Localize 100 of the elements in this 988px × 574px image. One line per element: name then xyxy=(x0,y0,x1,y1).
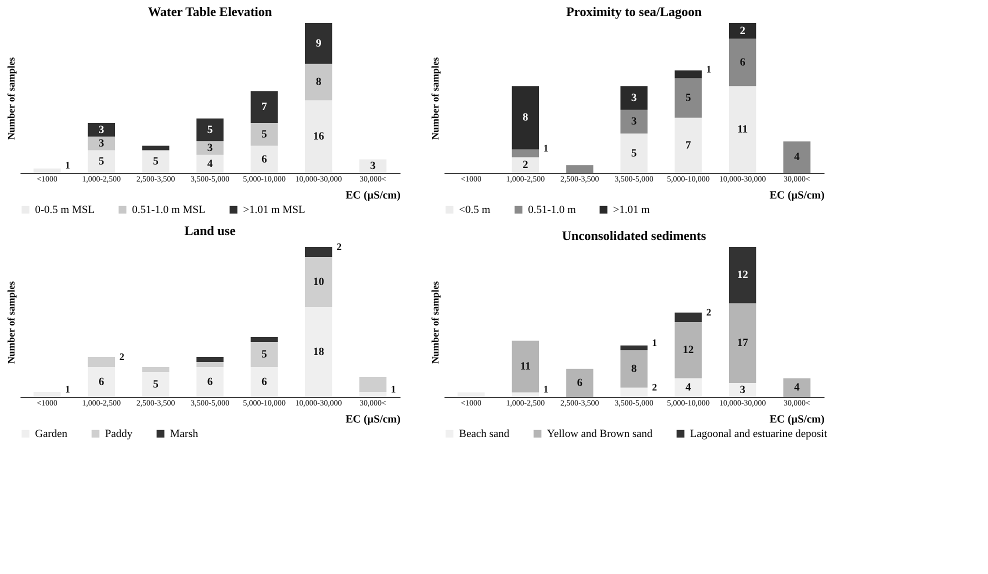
x-tick-label: 10,000-30,000 xyxy=(295,174,342,184)
bar xyxy=(620,134,648,173)
data-label: 5 xyxy=(152,378,159,390)
data-label: 1 xyxy=(390,384,396,396)
x-axis-title: EC (µS/cm) xyxy=(770,190,825,202)
bar xyxy=(142,150,170,173)
bar xyxy=(620,345,648,350)
data-label: 5 xyxy=(152,156,159,168)
data-label: 4 xyxy=(686,382,692,394)
data-label: 6 xyxy=(262,153,268,166)
data-label: 1 xyxy=(543,384,548,396)
bar xyxy=(88,367,115,397)
data-label: 8 xyxy=(316,76,322,88)
x-axis-title: EC (µS/cm) xyxy=(770,414,825,426)
x-tick-label: 2,500-3,500 xyxy=(560,398,600,408)
bar xyxy=(620,110,648,134)
x-tick-label: 30,000< xyxy=(784,174,811,184)
bar xyxy=(88,357,115,367)
bar xyxy=(566,368,594,397)
data-label: 3 xyxy=(631,92,638,104)
x-tick-label: 3,500-5,000 xyxy=(190,398,230,408)
data-label: 5 xyxy=(262,348,268,360)
legend-label: 0.51-1.0 m xyxy=(528,204,576,216)
x-tick-label: 1,000-2,500 xyxy=(506,398,545,408)
bar xyxy=(250,146,278,173)
data-label: 18 xyxy=(313,346,325,358)
x-tick-label: <1000 xyxy=(460,174,482,184)
data-label: 3 xyxy=(98,124,105,136)
data-label: 3 xyxy=(207,142,214,154)
bar xyxy=(512,86,539,150)
x-axis-title: EC (µS/cm) xyxy=(346,414,401,426)
legend-label: >1.01 m MSL xyxy=(243,204,306,216)
bar xyxy=(729,382,756,397)
bar xyxy=(142,146,170,150)
legend-label: Paddy xyxy=(105,428,133,440)
data-label: 5 xyxy=(98,156,105,168)
data-label: 6 xyxy=(740,56,746,68)
chart-title: Unconsolidated sediments xyxy=(562,228,706,243)
bar xyxy=(196,141,224,155)
bar xyxy=(196,357,224,362)
legend-label: Lagoonal and estuarine deposit xyxy=(690,428,828,440)
legend-label: <0.5 m xyxy=(459,204,491,216)
bar xyxy=(674,312,702,322)
bar xyxy=(620,388,648,397)
bar xyxy=(458,392,485,397)
x-tick-label: 30,000< xyxy=(360,398,387,408)
data-label: 9 xyxy=(316,37,322,50)
data-label: 3 xyxy=(631,116,638,128)
bar xyxy=(512,157,539,173)
bar xyxy=(250,123,278,146)
chart-title: Water Table Elevation xyxy=(148,4,273,19)
bar xyxy=(250,367,278,397)
x-tick-label: 5,000-10,000 xyxy=(242,398,286,408)
data-label: 8 xyxy=(522,112,529,124)
bar xyxy=(196,362,224,367)
data-label: 4 xyxy=(794,151,800,164)
bar xyxy=(305,257,332,307)
data-label: 4 xyxy=(794,382,800,394)
data-label: 6 xyxy=(576,376,583,389)
data-label: 1 xyxy=(706,64,712,76)
legend-label: >1.01 m xyxy=(613,204,650,216)
bar xyxy=(250,337,278,342)
bar xyxy=(674,78,702,118)
bar xyxy=(512,149,539,158)
bar xyxy=(729,247,756,304)
data-label: 7 xyxy=(262,101,268,114)
x-tick-label: 1,000-2,500 xyxy=(82,174,121,184)
data-label: 6 xyxy=(262,376,268,388)
data-label: 1 xyxy=(65,384,70,396)
data-label: 10 xyxy=(313,276,325,288)
legend-label: Beach sand xyxy=(459,428,510,440)
bar xyxy=(674,70,702,78)
x-tick-label: 10,000-30,000 xyxy=(295,398,342,408)
bar xyxy=(729,303,756,383)
bar xyxy=(196,367,224,397)
x-tick-label: 2,500-3,500 xyxy=(560,174,600,184)
data-label: 5 xyxy=(207,124,214,136)
legend-label: Garden xyxy=(35,428,68,440)
bar xyxy=(359,377,386,392)
legend-label: 0-0.5 m MSL xyxy=(35,204,95,216)
data-label: 8 xyxy=(631,362,638,375)
data-label: 7 xyxy=(686,139,692,152)
bar xyxy=(305,100,332,173)
data-label: 2 xyxy=(740,24,746,37)
bar xyxy=(783,141,810,173)
chart-title: Proximity to sea/Lagoon xyxy=(566,4,703,19)
y-axis-title: Number of samples xyxy=(430,281,442,364)
data-label: 3 xyxy=(740,384,746,396)
x-tick-label: 5,000-10,000 xyxy=(242,174,286,184)
x-tick-label: 3,500-5,000 xyxy=(190,174,230,184)
x-tick-label: 30,000< xyxy=(360,174,387,184)
x-tick-label: 1,000-2,500 xyxy=(506,174,545,184)
data-label: 2 xyxy=(119,352,124,363)
y-axis-title: Number of samples xyxy=(430,57,442,140)
bar xyxy=(142,372,170,397)
data-label: 4 xyxy=(207,158,214,170)
data-label: 12 xyxy=(737,269,749,282)
bar xyxy=(729,38,756,86)
bar xyxy=(250,342,278,367)
bar xyxy=(729,86,756,173)
